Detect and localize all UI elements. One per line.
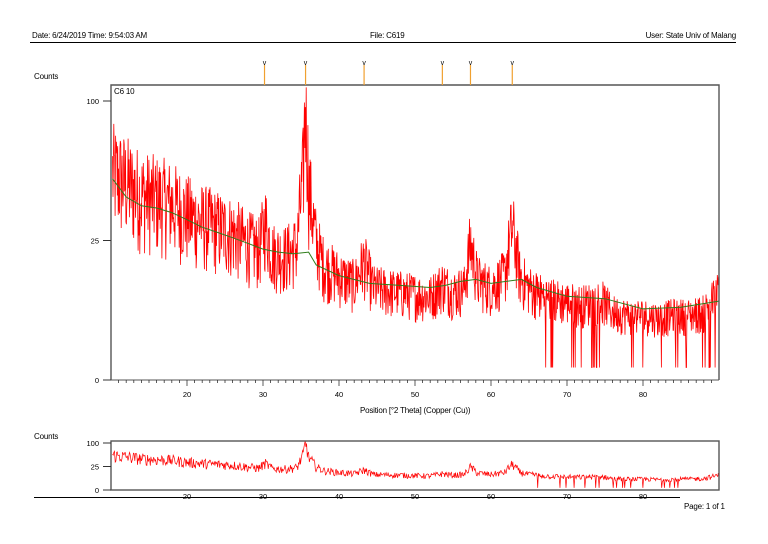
main-x-tick-label: 50 [411, 390, 419, 399]
page-indicator: Page: 1 of 1 [684, 502, 725, 511]
reference-peak-glyph: v [304, 60, 308, 67]
overview-x-tick-label: 70 [563, 492, 571, 501]
overview-x-tick-label: 80 [639, 492, 647, 501]
main-y-tick-label: 100 [86, 97, 99, 106]
main-x-tick-label: 60 [487, 390, 495, 399]
overview-x-tick-label: 40 [335, 492, 343, 501]
overview-y-axis-title: Counts [34, 432, 59, 441]
background-fit-line [112, 178, 720, 310]
overview-plot-frame [110, 440, 720, 491]
overview-y-tick-label: 0 [95, 486, 99, 495]
main-y-axis-title: Counts [34, 72, 59, 81]
sample-label: C6 10 [114, 87, 135, 96]
main-x-tick-label: 20 [183, 390, 191, 399]
header-file: File: C619 [370, 31, 405, 40]
main-y-tick-label: 25 [91, 237, 99, 246]
header-divider [30, 42, 736, 43]
main-measured-pattern [112, 87, 720, 368]
reference-peak-glyph: v [362, 60, 366, 67]
reference-peak-glyph: v [469, 60, 473, 67]
main-x-tick-label: 80 [639, 390, 647, 399]
footer-divider [34, 497, 680, 498]
header-user: User: State Univ of Malang [645, 31, 737, 40]
reference-peak-glyph: v [263, 60, 267, 67]
overview-x-tick-label: 50 [411, 492, 419, 501]
main-x-tick-label: 40 [335, 390, 343, 399]
overview-y-tick-label: 100 [86, 439, 99, 448]
overview-y-tick-label: 25 [91, 463, 99, 472]
main-x-axis-title: Position [°2 Theta] (Copper (Cu)) [360, 406, 471, 415]
overview-x-tick-label: 60 [487, 492, 495, 501]
main-x-tick-label: 70 [563, 390, 571, 399]
main-plot-frame [110, 84, 720, 380]
reference-peak-glyph: v [441, 60, 445, 67]
main-y-tick-label: 0 [95, 376, 99, 385]
reference-peak-glyph: v [511, 60, 515, 67]
overview-x-tick-label: 20 [183, 492, 191, 501]
overview-x-tick-label: 30 [259, 492, 267, 501]
main-x-tick-label: 30 [259, 390, 267, 399]
header-date-time: Date: 6/24/2019 Time: 9:54:03 AM [32, 31, 148, 40]
overview-measured-pattern [112, 440, 720, 488]
